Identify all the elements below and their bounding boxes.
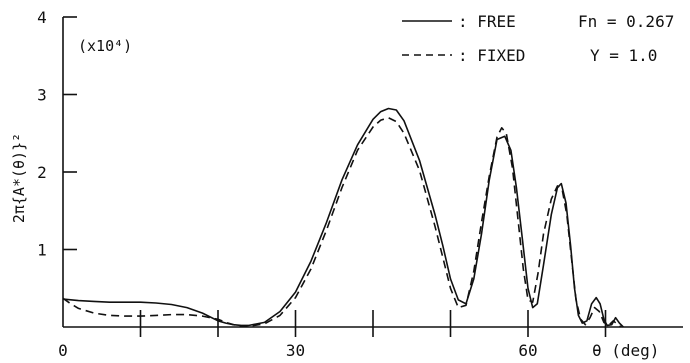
x-tick-label: 30: [286, 341, 305, 360]
y-ticks: [63, 16, 77, 251]
legend-label-free: : FREE: [458, 12, 516, 31]
legend: : FREE Fn = 0.267 : FIXED Y = 1.0: [402, 12, 674, 65]
legend-label-fixed: : FIXED: [458, 46, 525, 65]
y-tick-labels: 1 2 3 4: [37, 8, 47, 260]
x-ticks: [139, 310, 607, 337]
y-tick-label: 1: [37, 241, 47, 260]
legend-param-free: Fn = 0.267: [578, 12, 674, 31]
x-tick-labels: 0 30 60: [58, 341, 537, 360]
series-line-free: [62, 107, 624, 328]
series-layer: [62, 107, 624, 328]
x-tick-label: 0: [58, 341, 68, 360]
legend-param-fixed: Y = 1.0: [590, 46, 657, 65]
x-tick-label: 60: [518, 341, 537, 360]
y-axis-label: 2π{A*(θ)}²: [10, 133, 28, 223]
x-axis-label: θ (deg): [592, 341, 659, 360]
y-tick-label: 3: [37, 86, 47, 105]
y-tick-label: 4: [37, 8, 47, 27]
y-multiplier-label: (x10⁴): [78, 37, 132, 55]
series-line-fixed: [62, 117, 622, 328]
y-tick-label: 2: [37, 163, 47, 182]
